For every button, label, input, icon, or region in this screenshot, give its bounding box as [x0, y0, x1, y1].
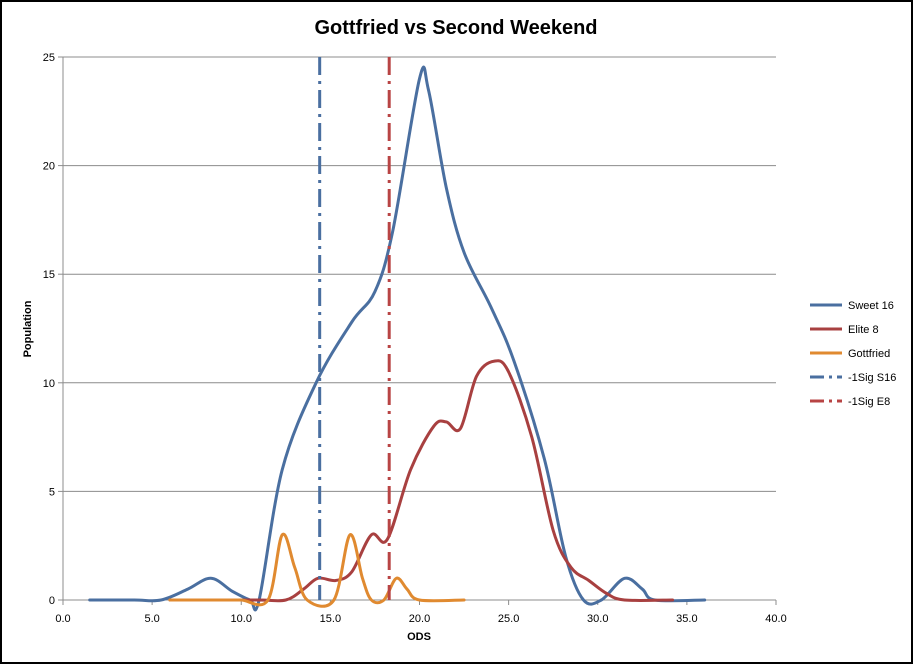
x-tick-label: 30.0	[587, 613, 608, 625]
y-tick-label: 5	[49, 486, 55, 498]
x-tick-label: 0.0	[55, 613, 70, 625]
x-tick-label: 15.0	[320, 613, 341, 625]
y-tick-label: 10	[43, 378, 55, 390]
x-tick-label: 5.0	[144, 613, 159, 625]
x-tick-label: 20.0	[409, 613, 430, 625]
y-tick-label: 25	[43, 52, 55, 64]
legend-label-1sig-e8: -1Sig E8	[848, 396, 890, 408]
x-tick-label: 35.0	[676, 613, 697, 625]
legend-label-elite-8: Elite 8	[848, 324, 879, 336]
axes	[58, 56, 777, 605]
x-tick-labels: 0.0 5.0 10.0 15.0 20.0 25.0 30.0 35.0 40.0	[55, 613, 786, 625]
y-tick-labels: 0 5 10 15 20 25	[43, 52, 55, 607]
x-tick-label: 25.0	[498, 613, 519, 625]
legend-label-1sig-s16: -1Sig S16	[848, 372, 896, 384]
y-axis-label: Population	[22, 300, 34, 357]
legend-label-sweet-16: Sweet 16	[848, 300, 894, 312]
legend: Sweet 16 Elite 8 Gottfried -1Sig S16 -1Sig E…	[810, 300, 896, 408]
series-group	[88, 57, 707, 612]
series-gottfried-line	[168, 532, 466, 608]
y-tick-label: 15	[43, 269, 55, 281]
legend-label-gottfried: Gottfried	[848, 348, 890, 360]
series-elite-8-line	[168, 359, 675, 603]
series-sweet-16-line	[88, 65, 707, 612]
y-tick-label: 0	[49, 595, 55, 607]
y-tick-label: 20	[43, 161, 55, 173]
x-axis-label: ODS	[407, 631, 431, 643]
chart-title: Gottfried vs Second Weekend	[314, 17, 597, 39]
x-tick-label: 40.0	[765, 613, 786, 625]
x-tick-label: 10.0	[231, 613, 252, 625]
gridlines	[63, 56, 776, 492]
